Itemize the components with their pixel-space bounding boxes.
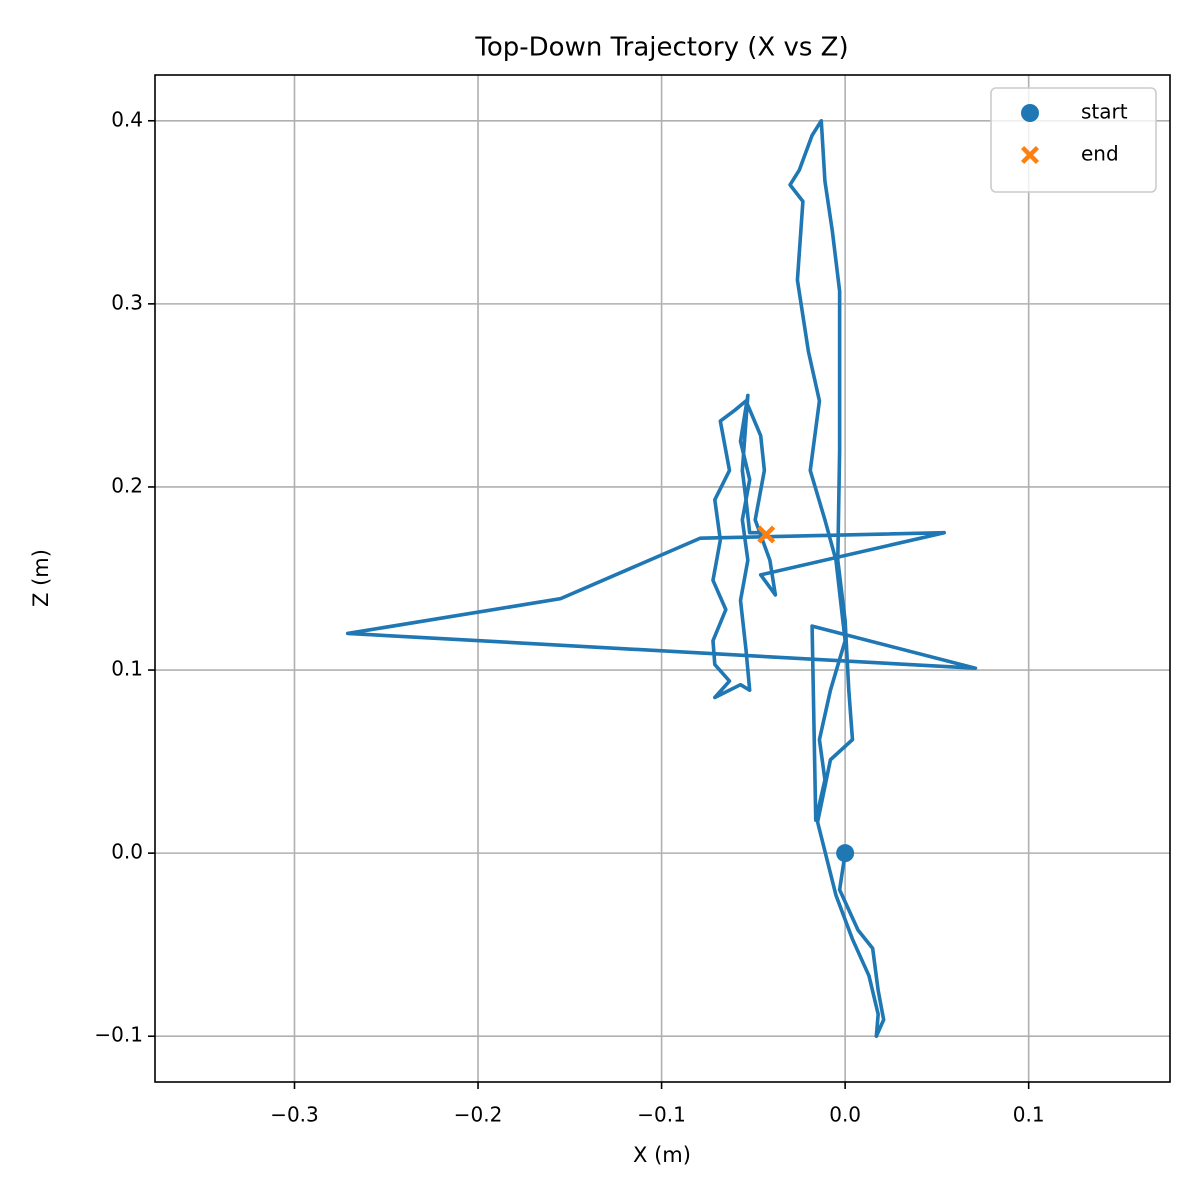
legend-marker bbox=[1021, 104, 1039, 122]
end-marker bbox=[757, 525, 776, 544]
x-tick-label: −0.3 bbox=[270, 1103, 319, 1127]
legend-marker bbox=[1021, 146, 1039, 164]
y-tick-label: 0.1 bbox=[111, 657, 143, 681]
y-tick-label: 0.4 bbox=[111, 107, 143, 131]
plot-frame bbox=[154, 74, 1171, 1083]
x-tick-label: −0.1 bbox=[637, 1103, 686, 1127]
x-tick-label: 0.0 bbox=[829, 1103, 861, 1127]
legend-box bbox=[990, 87, 1157, 193]
start-marker bbox=[836, 844, 855, 863]
x-tick-label: −0.2 bbox=[454, 1103, 503, 1127]
legend-label: end bbox=[1081, 142, 1119, 166]
y-tick-label: 0.2 bbox=[111, 473, 143, 497]
y-tick-label: −0.1 bbox=[94, 1023, 143, 1047]
y-axis-label: Z (m) bbox=[29, 549, 53, 607]
legend-label: start bbox=[1081, 100, 1128, 124]
trajectory-line bbox=[345, 118, 978, 1039]
y-tick-label: 0.3 bbox=[111, 290, 143, 314]
x-tick-label: 0.1 bbox=[1013, 1103, 1045, 1127]
chart-title: Top-Down Trajectory (X vs Z) bbox=[474, 33, 848, 63]
y-tick-label: 0.0 bbox=[111, 840, 143, 864]
x-axis-label: X (m) bbox=[633, 1143, 691, 1167]
